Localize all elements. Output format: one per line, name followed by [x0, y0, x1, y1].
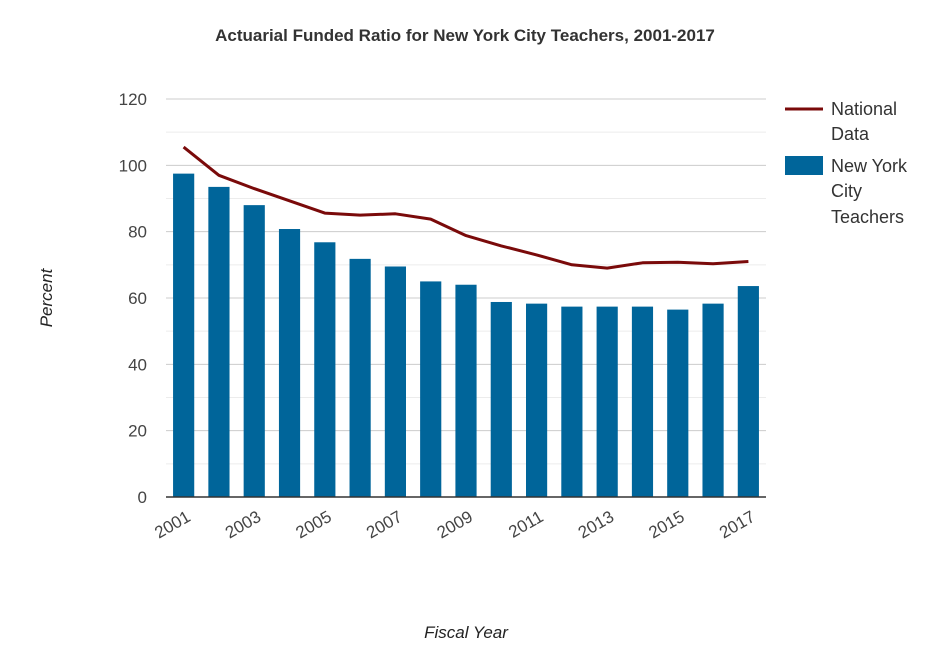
bar [278, 229, 301, 497]
bar [173, 173, 195, 497]
bar [561, 306, 583, 497]
y-tick-label: 80 [128, 223, 147, 242]
x-tick-label: 2017 [716, 507, 758, 542]
bar [455, 284, 477, 497]
bar [667, 309, 689, 497]
legend-line-label-2: Data [831, 124, 870, 144]
x-tick-label: 2001 [151, 507, 193, 542]
x-tick-label: 2007 [363, 507, 405, 542]
x-tick-label: 2009 [434, 507, 476, 542]
y-tick-label: 60 [128, 289, 147, 308]
national-data-line [182, 145, 749, 270]
bar [208, 186, 230, 497]
legend-bar-swatch [785, 156, 823, 175]
legend: National Data New York City Teachers [785, 99, 908, 227]
x-tick-label: 2005 [293, 507, 335, 542]
y-tick-label: 40 [128, 355, 147, 374]
y-axis-title: Percent [37, 267, 56, 327]
x-tick-label: 2013 [575, 507, 617, 542]
bar [243, 205, 265, 497]
y-tick-label: 100 [119, 156, 147, 175]
bar [737, 286, 759, 497]
bar [490, 301, 512, 497]
bar [526, 303, 548, 497]
bar [349, 258, 371, 497]
x-axis-ticks: 2001 2003 2005 2007 2009 2011 2013 2015 2017 [151, 507, 758, 542]
y-tick-label: 120 [119, 90, 147, 109]
x-axis-title: Fiscal Year [424, 623, 509, 642]
bar [420, 281, 442, 497]
legend-line-label-1: National [831, 99, 897, 119]
bar [596, 306, 618, 497]
y-tick-label: 0 [138, 488, 147, 507]
bar [702, 303, 724, 497]
bar [314, 242, 336, 497]
x-tick-label: 2015 [646, 507, 688, 542]
y-tick-label: 20 [128, 422, 147, 441]
x-tick-label: 2011 [505, 507, 546, 542]
legend-bar-label-3: Teachers [831, 207, 904, 227]
x-tick-label: 2003 [222, 507, 264, 542]
legend-bar-label-1: New York [831, 156, 908, 176]
line-series [182, 145, 749, 270]
bar [631, 306, 654, 497]
chart-title: Actuarial Funded Ratio for New York City… [215, 26, 715, 45]
bar-series [173, 173, 759, 497]
legend-bar-label-2: City [831, 181, 862, 201]
y-axis-ticks: 0 20 40 60 80 100 120 [119, 90, 147, 507]
bar [384, 266, 406, 497]
